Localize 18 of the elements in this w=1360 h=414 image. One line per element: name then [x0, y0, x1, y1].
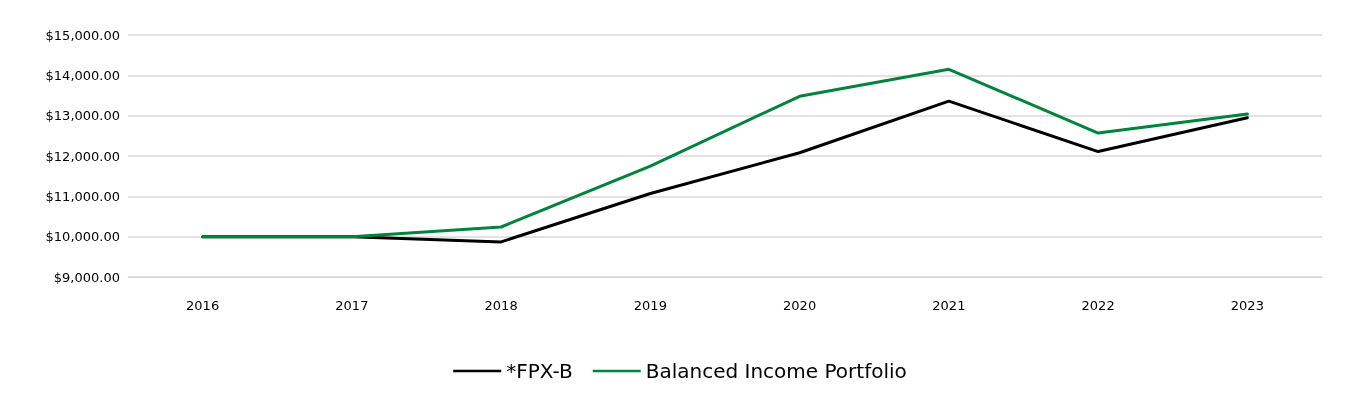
y-tick-label: $10,000.00: [45, 229, 120, 245]
y-tick-label: $11,000.00: [45, 188, 120, 204]
x-tick-label: 2016: [186, 298, 220, 313]
x-tick-label: 2018: [484, 298, 518, 313]
legend-label: *FPX-B: [506, 359, 573, 383]
x-tick-label: 2022: [1081, 298, 1115, 313]
legend-label: Balanced Income Portfolio: [645, 359, 907, 383]
y-tick-label: $12,000.00: [45, 148, 120, 164]
x-tick-label: 2017: [335, 298, 369, 313]
y-tick-label: $13,000.00: [45, 108, 120, 124]
y-tick-label: $15,000.00: [45, 27, 120, 43]
x-tick-label: 2019: [633, 298, 667, 313]
x-tick-label: 2021: [932, 298, 966, 313]
x-tick-label: 2023: [1230, 298, 1264, 313]
y-tick-label: $9,000.00: [53, 269, 120, 285]
line-series: [201, 67, 1249, 239]
y-tick-label: $14,000.00: [45, 67, 120, 83]
x-tick-label: 2020: [783, 298, 817, 313]
